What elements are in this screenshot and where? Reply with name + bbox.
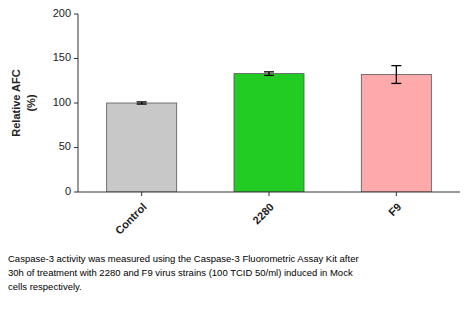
error-cap [264,75,274,76]
caption-line: Caspase-3 activity was measured using th… [8,253,359,264]
bar [234,74,304,192]
caption-line: cells respectively. [8,281,82,292]
y-tick [74,147,78,148]
error-bar [137,102,147,104]
bar [107,103,177,192]
error-cap [391,65,401,66]
x-tick-label: 2280 [250,201,276,227]
error-bar [264,72,274,76]
error-cap [264,71,274,72]
x-tick-label: Control [113,201,149,237]
y-tick-label: 100 [53,96,71,108]
bars [107,66,432,192]
y-tick-label: 50 [59,140,71,152]
caption-line: 30h of treatment with 2280 and F9 virus … [8,267,353,278]
x-tick-label: F9 [386,201,404,219]
error-cap [137,101,147,102]
caption: Caspase-3 activity was measured using th… [8,253,359,292]
y-tick [74,14,78,15]
error-cap [137,103,147,104]
error-bar [391,66,401,84]
chart: 0 50 100 150 200 Control 2280 F9 Relative AFC(%)… [0,0,474,318]
y-tick [74,58,78,59]
x-tick [141,192,142,196]
y-axis-label: Relative AFC(%) [10,69,37,137]
y-tick-label: 0 [65,185,71,197]
y-tick-label: 150 [53,51,71,63]
y-tick [74,192,78,193]
y-axis-label-line: (%) [25,94,37,111]
bar [361,75,431,192]
x-tick [269,192,270,196]
y-tick-label: 200 [53,7,71,19]
y-axis-label-line: Relative AFC [10,69,22,137]
y-tick [74,103,78,104]
error-line [396,66,397,84]
x-tick [396,192,397,196]
error-cap [391,83,401,84]
